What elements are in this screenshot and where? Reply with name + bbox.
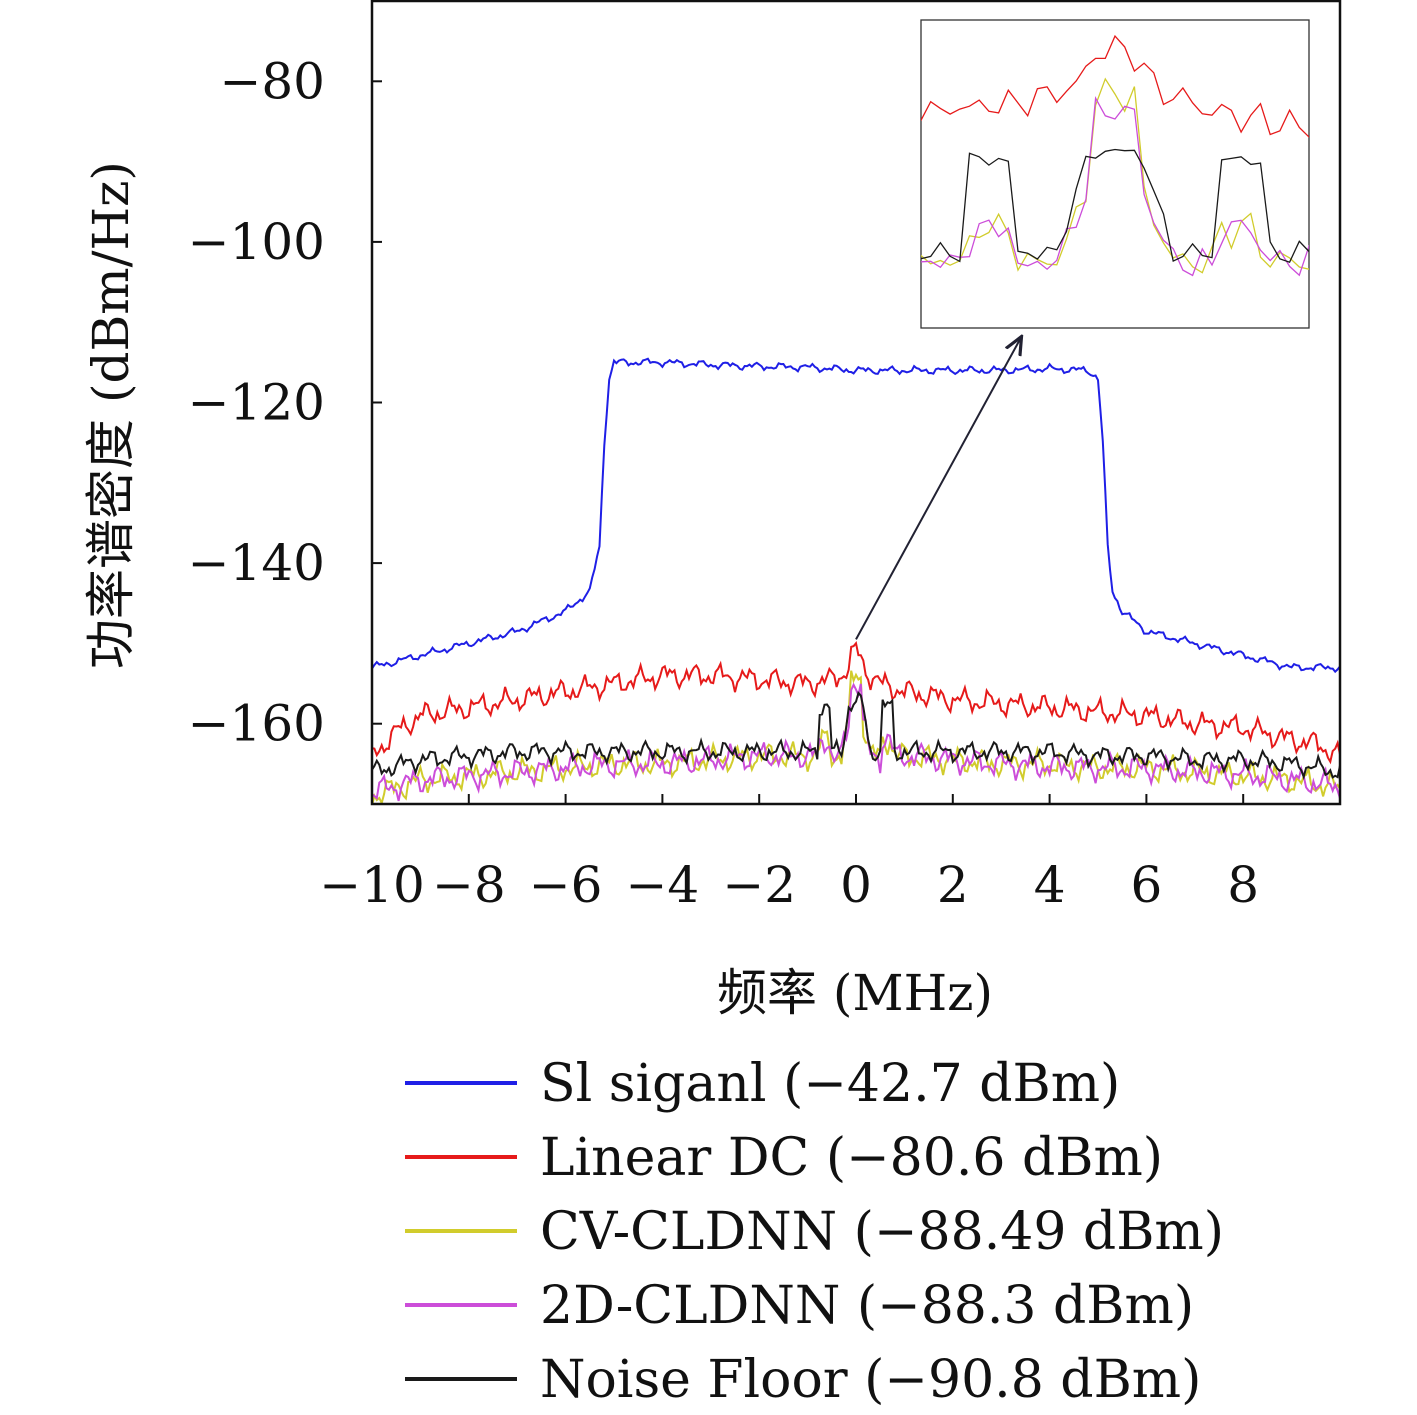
- series-line-4: [372, 682, 1340, 802]
- inset-series-line-2: [921, 34, 1309, 138]
- inset-series-line-4: [921, 96, 1309, 277]
- x-tick-label: 8: [1227, 856, 1259, 914]
- inset-series-line-3: [921, 77, 1309, 274]
- x-tick-label: −6: [529, 856, 603, 914]
- x-tick-label: −8: [432, 856, 506, 914]
- inset-series-line-5: [921, 148, 1309, 264]
- series-line-1: [372, 357, 1340, 674]
- y-tick-label: −80: [219, 52, 325, 110]
- x-tick-label: −10: [319, 856, 425, 914]
- x-tick-label: −2: [722, 856, 796, 914]
- legend: Sl siganl (−42.7 dBm) Linear DC (−80.6 dB…: [405, 1054, 1224, 1410]
- x-tick-label: 2: [937, 856, 969, 914]
- inset-panel: [920, 19, 1310, 329]
- x-axis-title: 频率 (MHz): [717, 964, 993, 1022]
- y-axis-title: 功率谱密度 (dBm/Hz): [82, 161, 140, 669]
- zoom-arrow: [855, 338, 1021, 640]
- legend-label-5: Noise Floor (−90.8 dBm): [540, 1350, 1201, 1410]
- series-layer: [372, 357, 1340, 804]
- x-tick-label: 4: [1034, 856, 1066, 914]
- inset-frame: [920, 19, 1310, 329]
- series-line-2: [372, 640, 1340, 765]
- y-tick-label: −120: [188, 374, 325, 432]
- y-tick-label: −100: [188, 213, 325, 271]
- legend-label-1: Sl siganl (−42.7 dBm): [540, 1054, 1120, 1114]
- plot-frame: [370, 0, 1342, 806]
- legend-label-4: 2D-CLDNN (−88.3 dBm): [540, 1276, 1194, 1336]
- y-tick-label: −140: [188, 534, 325, 592]
- legend-label-2: Linear DC (−80.6 dBm): [540, 1128, 1163, 1188]
- inset-series-layer: [921, 34, 1309, 277]
- legend-label-3: CV-CLDNN (−88.49 dBm): [540, 1202, 1224, 1262]
- y-tick-label: −160: [188, 695, 325, 753]
- x-tick-label: −4: [626, 856, 700, 914]
- series-line-5: [372, 691, 1340, 781]
- x-tick-label: 6: [1130, 856, 1162, 914]
- x-tick-label: 0: [840, 856, 872, 914]
- tick-layer: −10 −8 −6 −4 −2 0 2 4 6 8 −160 −140 −120 −100 −80: [188, 52, 1259, 914]
